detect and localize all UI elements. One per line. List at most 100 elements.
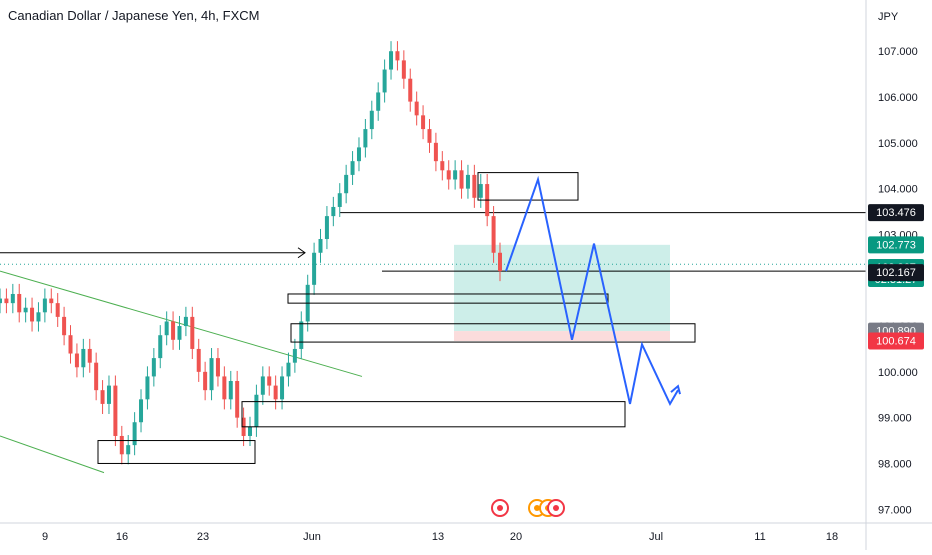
candle-body-73 [465,174,470,189]
price-badge-5 [868,332,924,350]
candle-body-71 [453,170,458,180]
candle-body-20 [126,445,131,455]
y-tick-label-9: 107.000 [878,46,918,58]
y-tick-label-7: 105.000 [878,138,918,150]
candle-body-49 [312,252,317,285]
candle-body-3 [17,293,22,313]
candle-body-39 [248,426,252,436]
candle-body-24 [151,358,156,377]
candle-body-65 [414,101,419,116]
candle-body-33 [209,358,214,391]
candle-body-11 [68,335,73,354]
candle-body-36 [228,381,233,400]
event-marker-dot-3 [553,505,559,511]
x-tick-label-2: 23 [197,531,209,543]
candle-body-70 [446,170,451,180]
price-badge-label-1: 102.773 [876,239,916,251]
candle-body-66 [421,115,426,130]
candle-body-50 [318,239,323,253]
candle-body-30 [190,316,195,349]
candle-body-75 [478,184,483,198]
y-tick-label-2: 99.000 [878,413,912,425]
x-tick-label-0: 9 [42,531,48,543]
box-demand [290,323,696,343]
candle-body-23 [145,376,150,400]
candle-body-34 [215,358,220,377]
stop-zone [454,331,670,341]
candle-body-56 [356,147,361,162]
price-badge-label-3: 102.167 [876,267,916,279]
candle-body-57 [363,129,368,148]
x-tick-label-3: Jun [303,531,321,543]
candle-body-2 [10,293,15,304]
candle-body-26 [164,321,169,336]
candle-body-51 [324,216,329,240]
candle-body-37 [235,381,240,418]
y-tick-label-1: 98.000 [878,458,912,470]
candle-body-4 [23,307,28,313]
candle-body-69 [440,161,445,171]
candle-body-72 [459,170,464,189]
y-tick-label-8: 106.000 [878,92,918,104]
candle-body-9 [55,303,60,317]
candle-body-55 [350,161,355,175]
price-badge-label-0: 103.476 [876,207,916,219]
candle-body-18 [113,385,118,436]
candle-body-32 [203,371,208,391]
candle-body-58 [369,110,374,130]
candle-body-17 [106,385,111,404]
box-resistance [477,172,579,201]
candle-body-8 [49,298,54,304]
candle-body-54 [344,174,349,194]
candle-body-52 [331,206,336,217]
candle-body-29 [183,316,188,327]
candle-body-41 [260,376,265,395]
candle-body-10 [62,316,67,336]
y-tick-label-0: 97.000 [878,504,912,516]
candle-body-27 [171,321,176,340]
x-tick-label-8: 18 [826,531,838,543]
event-marker-dot-1 [534,505,540,511]
candle-body-21 [132,422,137,446]
y-tick-label-6: 104.000 [878,184,918,196]
candle-body-31 [196,348,201,372]
arrow-head [297,247,306,259]
candle-body-45 [286,362,291,377]
chart-title: Canadian Dollar / Japanese Yen, 4h, FXCM [8,8,260,23]
candle-body-74 [472,174,477,198]
candle-body-12 [74,353,79,368]
box-bottom [97,440,256,464]
candle-body-77 [491,216,496,253]
candle-body-16 [100,390,105,404]
candle-body-14 [87,348,92,363]
candle-body-63 [401,60,406,79]
box-entry [287,293,609,304]
candle-body-40 [254,394,259,427]
candle-body-25 [158,335,163,359]
candle-body-13 [81,348,86,368]
candle-body-61 [389,51,394,70]
x-tick-label-5: 20 [510,531,522,543]
x-tick-label-7: 11 [754,531,765,543]
candle-body-59 [376,92,381,111]
candle-body-67 [427,129,432,143]
price-badge-label-5: 100.674 [876,335,916,347]
price-badge-3 [868,264,924,282]
candle-body-46 [292,348,297,363]
currency-label: JPY [878,11,899,23]
price-badge-0 [868,204,924,222]
x-tick-label-6: Jul [649,531,663,543]
candle-body-22 [139,399,144,423]
y-tick-label-3: 100.000 [878,367,918,379]
channel-lower [0,435,105,474]
candle-body-1 [4,298,9,304]
candle-body-47 [299,321,304,349]
candle-body-44 [280,376,285,400]
candle-body-60 [382,69,387,93]
candle-body-78 [498,252,502,272]
candle-body-68 [433,142,438,162]
event-marker-dot-0 [497,505,503,511]
candle-body-53 [337,193,342,207]
